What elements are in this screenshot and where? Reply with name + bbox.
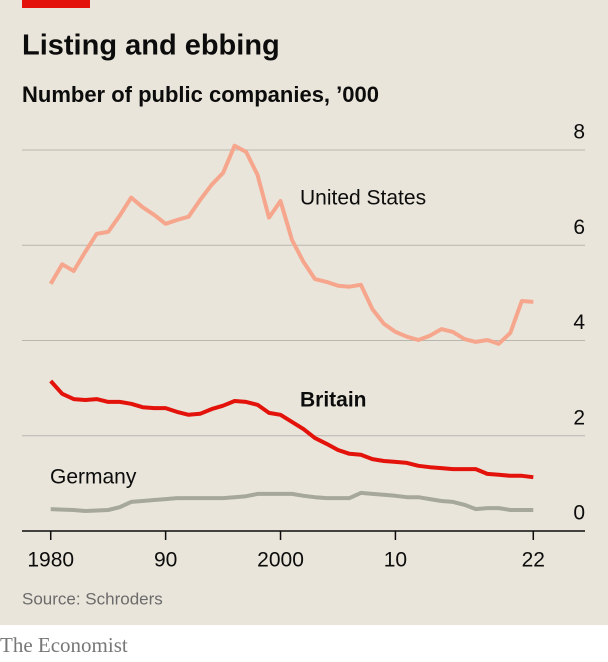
series-label: Britain xyxy=(300,389,367,412)
footer-band xyxy=(0,625,608,662)
background xyxy=(0,0,608,625)
x-tick-label: 10 xyxy=(384,549,407,572)
x-tick-label: 2000 xyxy=(257,549,304,572)
x-tick-label: 1980 xyxy=(27,549,74,572)
series-line xyxy=(48,143,534,346)
chart-title: Listing and ebbing xyxy=(22,30,280,62)
series-line xyxy=(49,379,534,480)
y-tick-label: 4 xyxy=(573,311,585,334)
series-label: United States xyxy=(300,187,426,210)
brand: The Economist xyxy=(0,633,128,657)
x-tick-label: 90 xyxy=(154,549,177,572)
y-tick-label: 6 xyxy=(573,216,585,239)
y-tick-label: 2 xyxy=(573,406,585,429)
series-label: Germany xyxy=(50,466,137,489)
red-tag xyxy=(22,0,90,8)
x-tick-label: 22 xyxy=(522,549,545,572)
y-tick-label: 8 xyxy=(573,121,585,144)
y-tick-label: 0 xyxy=(573,502,585,525)
chart-subtitle: Number of public companies, ’000 xyxy=(22,82,379,107)
source: Source: Schroders xyxy=(22,589,163,608)
series-line xyxy=(50,490,534,513)
